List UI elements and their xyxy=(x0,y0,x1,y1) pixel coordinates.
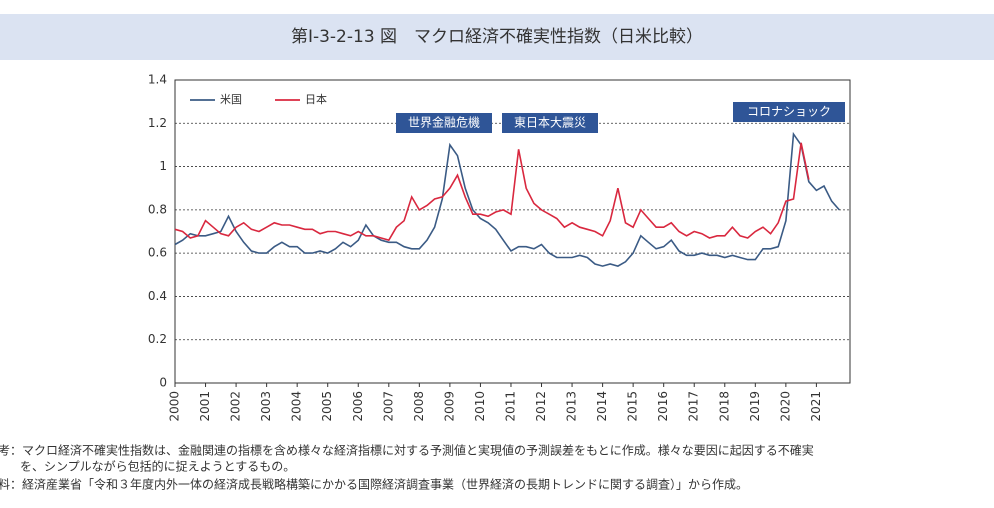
note: 料：経済産業省「令和３年度内外一体の経済成長戦略構築にかかる国際経済調査事業（世… xyxy=(0,477,748,492)
x-tick-label: 2008 xyxy=(412,391,426,422)
y-tick-label: 0.8 xyxy=(148,202,167,216)
x-tick-label: 2005 xyxy=(320,391,334,422)
y-tick-label: 0.6 xyxy=(148,246,167,260)
annotation: 東日本大震災 xyxy=(514,116,586,130)
annotation-box xyxy=(502,113,598,133)
x-tick-label: 2020 xyxy=(778,391,792,422)
x-tick-label: 2009 xyxy=(442,391,456,422)
x-tick-label: 2004 xyxy=(290,391,304,422)
annotation: コロナショック xyxy=(747,105,831,119)
x-tick-label: 2016 xyxy=(656,391,670,422)
y-tick-label: 0 xyxy=(159,376,167,390)
y-tick-label: 1 xyxy=(159,159,167,173)
x-tick-label: 2021 xyxy=(809,391,823,422)
x-tick-label: 2006 xyxy=(351,391,365,422)
y-tick-label: 0.2 xyxy=(148,332,167,346)
title-band xyxy=(0,14,994,60)
x-tick-label: 2015 xyxy=(626,391,640,422)
annotation-box xyxy=(733,102,845,122)
x-tick-label: 2003 xyxy=(259,391,273,422)
chart-title: 第Ⅰ-3-2-13 図 マクロ経済不確実性指数（日米比較） xyxy=(291,27,703,47)
x-tick-label: 2001 xyxy=(198,391,212,422)
plot-frame xyxy=(174,79,851,384)
x-tick-label: 2002 xyxy=(229,391,243,422)
note: 考：マクロ経済不確実性指数は、金融関連の指標を含め様々な経済指標に対する予測値と… xyxy=(0,443,814,458)
x-tick-label: 2000 xyxy=(168,391,182,422)
x-tick-label: 2019 xyxy=(748,391,762,422)
x-tick-label: 2007 xyxy=(381,391,395,422)
x-tick-label: 2011 xyxy=(503,391,517,422)
note: を、シンプルながら包括的に捉えようとするもの。 xyxy=(20,459,295,474)
x-tick-label: 2010 xyxy=(473,391,487,422)
x-tick-label: 2014 xyxy=(595,391,609,422)
x-tick-label: 2018 xyxy=(717,391,731,422)
y-tick-label: 0.4 xyxy=(148,289,167,303)
annotation-box xyxy=(396,113,492,133)
legend-label: 米国 xyxy=(220,93,242,106)
annotation: 世界金融危機 xyxy=(408,115,480,130)
x-tick-label: 2017 xyxy=(687,391,701,422)
series-line xyxy=(174,142,810,242)
series-line xyxy=(174,131,840,267)
y-tick-label: 1.4 xyxy=(148,73,167,87)
legend-label: 日本 xyxy=(305,92,327,106)
x-tick-label: 2013 xyxy=(565,391,579,422)
y-tick-label: 1.2 xyxy=(148,116,167,130)
x-tick-label: 2012 xyxy=(534,391,548,422)
